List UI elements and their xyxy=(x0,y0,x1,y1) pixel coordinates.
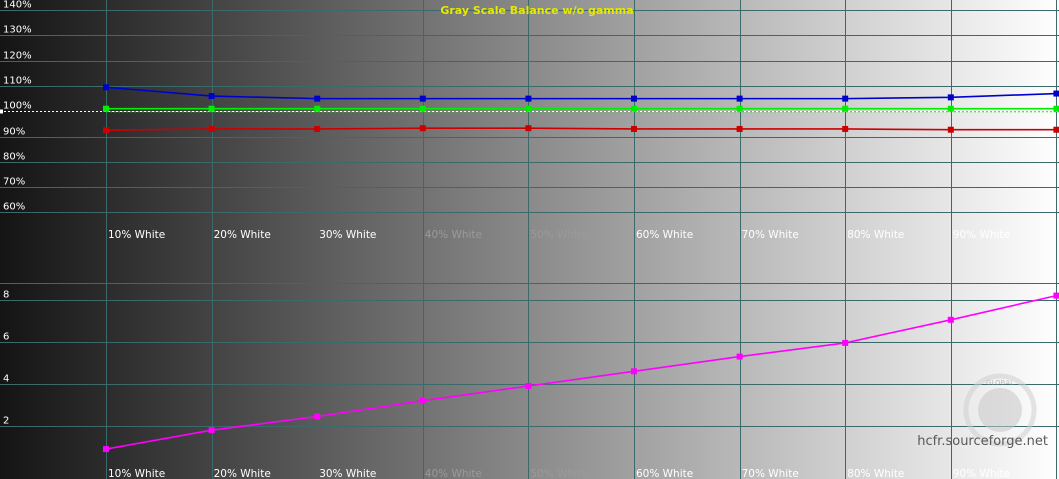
data-point xyxy=(631,105,637,112)
x-category-label: 60% White xyxy=(636,229,693,241)
data-point xyxy=(736,125,743,132)
y-tick-label: 8 xyxy=(3,290,9,301)
x-category-label: 40% White xyxy=(425,468,482,479)
logo-ring xyxy=(963,373,1037,447)
x-category-label: 30% White xyxy=(319,229,376,241)
data-point xyxy=(947,316,954,323)
data-point xyxy=(1053,292,1059,299)
series-line-0 xyxy=(105,86,1057,100)
label-layer: 60% 70% 80% 90% 100% 110% 120% 130% 140% 10% Whit… xyxy=(3,0,1010,479)
x-category-label: 70% White xyxy=(742,229,799,241)
x-category-label: 90% White xyxy=(953,229,1010,241)
data-point xyxy=(208,125,215,132)
data-point xyxy=(736,353,743,360)
data-point xyxy=(208,427,215,434)
data-point xyxy=(842,105,849,112)
data-point xyxy=(103,84,109,91)
series-layer xyxy=(103,84,1059,453)
y-tick-label: 90% xyxy=(3,127,25,138)
y-tick-label: 60% xyxy=(3,202,25,213)
x-category-label: 10% White xyxy=(108,468,165,479)
x-category-label: 80% White xyxy=(847,229,904,241)
reference-line-marker xyxy=(0,109,3,114)
x-category-label: 20% White xyxy=(214,468,271,479)
chart-title: Gray Scale Balance w/o gamma xyxy=(440,4,633,17)
data-point xyxy=(314,125,321,132)
data-point xyxy=(1053,126,1059,133)
data-point xyxy=(103,105,109,112)
data-point xyxy=(736,105,743,112)
x-category-label: 70% White xyxy=(742,468,799,479)
y-tick-label: 120% xyxy=(3,51,32,62)
x-category-label: 60% White xyxy=(636,468,693,479)
y-tick-label: 140% xyxy=(3,0,32,11)
data-point xyxy=(842,339,849,346)
data-point xyxy=(947,126,954,133)
y-tick-label: 6 xyxy=(3,332,9,343)
data-point xyxy=(842,125,849,132)
y-tick-label: 80% xyxy=(3,152,25,163)
logo-text: GLOBAL xyxy=(986,379,1014,387)
data-point xyxy=(631,368,637,375)
data-point xyxy=(208,93,215,100)
data-point xyxy=(208,105,215,112)
data-point xyxy=(103,127,109,134)
data-point xyxy=(631,125,637,132)
data-point xyxy=(314,105,321,112)
x-category-label: 10% White xyxy=(108,229,165,241)
series-line-2 xyxy=(105,127,1057,132)
data-point xyxy=(842,95,849,102)
data-point xyxy=(314,95,321,102)
global-logo: GLOBAL xyxy=(963,373,1037,447)
data-point xyxy=(314,413,321,420)
data-point xyxy=(419,95,426,102)
x-category-label: 90% White xyxy=(953,468,1010,479)
data-point xyxy=(947,94,954,101)
x-category-label: 50% White xyxy=(530,468,587,479)
y-tick-label: 130% xyxy=(3,25,32,36)
data-point xyxy=(525,95,532,102)
x-category-label: 30% White xyxy=(319,468,376,479)
y-tick-label: 100% xyxy=(3,101,32,112)
data-point xyxy=(419,125,426,132)
data-point xyxy=(1053,90,1059,97)
data-point xyxy=(1053,105,1059,112)
data-point xyxy=(525,383,532,390)
delta-series-line xyxy=(105,294,1057,450)
data-point xyxy=(525,105,532,112)
data-point xyxy=(419,105,426,112)
y-tick-label: 4 xyxy=(3,374,9,385)
x-category-label: 40% White xyxy=(425,229,482,241)
y-tick-label: 2 xyxy=(3,416,9,427)
x-category-label: 50% White xyxy=(530,229,587,241)
data-point xyxy=(525,125,532,132)
data-point xyxy=(947,105,954,112)
y-tick-label: 70% xyxy=(3,177,25,188)
x-category-label: 80% White xyxy=(847,468,904,479)
logo-core xyxy=(978,388,1022,432)
x-category-label: 20% White xyxy=(214,229,271,241)
data-point xyxy=(631,95,637,102)
data-point xyxy=(419,397,426,404)
data-point xyxy=(103,446,109,453)
data-point xyxy=(736,95,743,102)
y-tick-label: 110% xyxy=(3,76,32,87)
watermark-text: hcfr.sourceforge.net xyxy=(917,434,1048,449)
